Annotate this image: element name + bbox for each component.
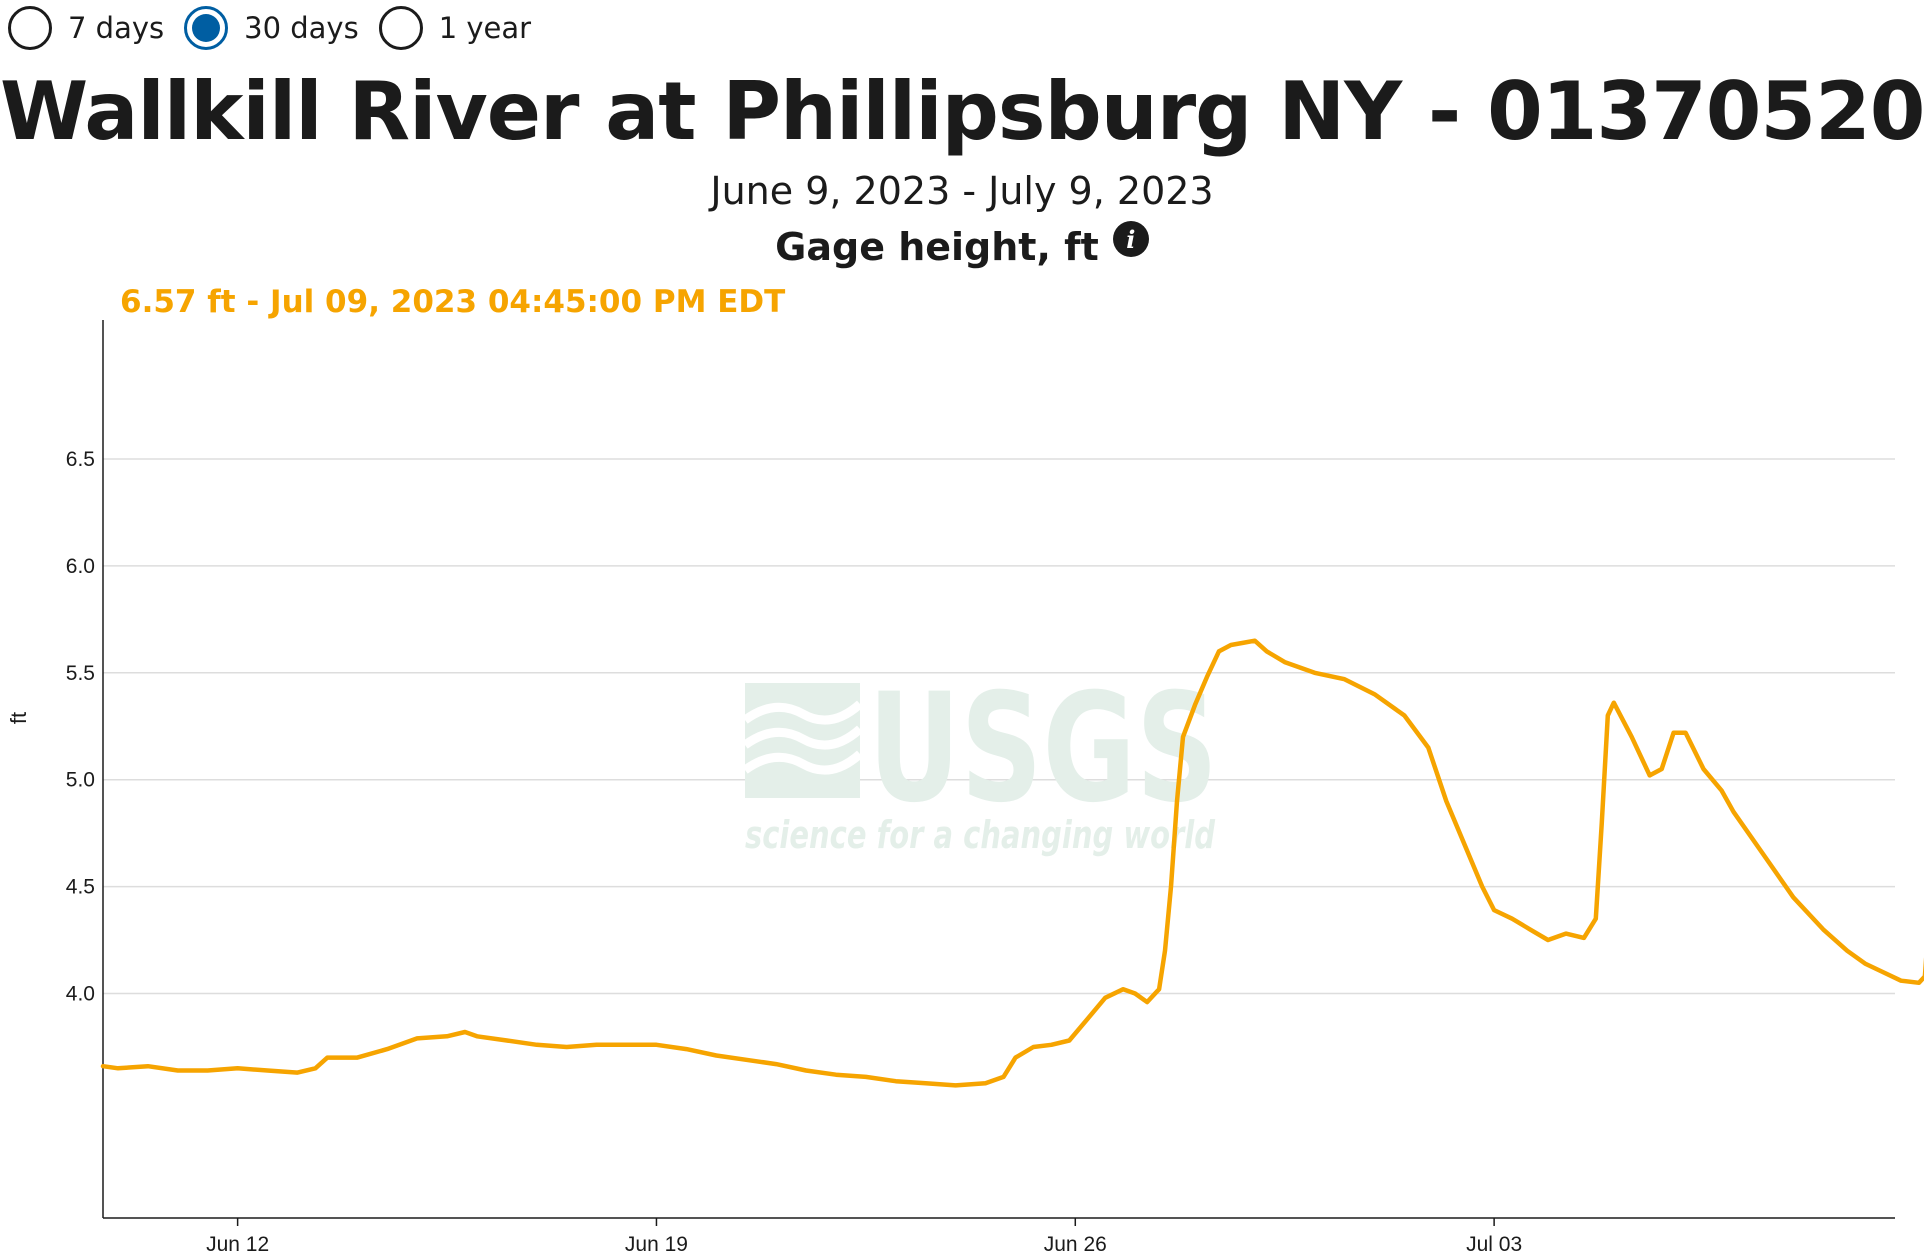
range-label-30-days: 30 days bbox=[244, 11, 359, 45]
x-tick-label: Jun 19 bbox=[625, 1233, 688, 1256]
radio-1-year[interactable] bbox=[378, 6, 423, 50]
range-label-7-days: 7 days bbox=[68, 11, 165, 45]
x-tick-label: Jun 26 bbox=[1044, 1233, 1107, 1256]
y-axis-title: ft bbox=[6, 712, 31, 724]
y-tick-label: 5.0 bbox=[66, 769, 95, 792]
series-layer bbox=[100, 638, 1924, 1088]
parameter-row: Gage height, ft i bbox=[0, 221, 1924, 269]
range-label-1-year: 1 year bbox=[438, 11, 532, 45]
info-icon[interactable]: i bbox=[1112, 221, 1149, 257]
range-option-1-year[interactable]: 1 year bbox=[378, 6, 532, 50]
time-range-selector: 7 days 30 days 1 year bbox=[8, 6, 531, 50]
date-range: June 9, 2023 - July 9, 2023 bbox=[710, 169, 1214, 213]
x-tick-label: Jun 12 bbox=[206, 1233, 269, 1256]
radio-7-days[interactable] bbox=[8, 6, 52, 50]
watermark-tagline: science for a changing world bbox=[745, 813, 1216, 857]
y-tick-label: 5.5 bbox=[66, 662, 95, 685]
y-tick-label: 4.0 bbox=[66, 983, 95, 1006]
current-value-readout: 6.57 ft - Jul 09, 2023 04:45:00 PM EDT bbox=[120, 284, 786, 320]
x-tick-label: Jul 03 bbox=[1466, 1233, 1522, 1256]
radio-30-days[interactable] bbox=[184, 6, 229, 50]
y-tick-label: 6.0 bbox=[66, 555, 95, 578]
usgs-watermark: USGS science for a changing world bbox=[742, 662, 1218, 857]
range-option-7-days[interactable]: 7 days bbox=[8, 6, 164, 50]
gage-height-line bbox=[100, 638, 1924, 1088]
watermark-logo: USGS bbox=[868, 662, 1218, 836]
range-option-30-days[interactable]: 30 days bbox=[184, 6, 359, 50]
axes: 4.0 4.5 5.0 5.5 6.0 6.5 Jun 12 Jun 19 Jun 26 Jul … bbox=[66, 320, 1895, 1256]
y-tick-label: 6.5 bbox=[66, 448, 95, 471]
usgs-wave-icon bbox=[742, 683, 864, 798]
parameter-label: Gage height, ft bbox=[775, 225, 1099, 269]
y-tick-label: 4.5 bbox=[66, 876, 95, 899]
chart-title: Wallkill River at Phillipsburg NY - 0137… bbox=[0, 65, 1924, 158]
